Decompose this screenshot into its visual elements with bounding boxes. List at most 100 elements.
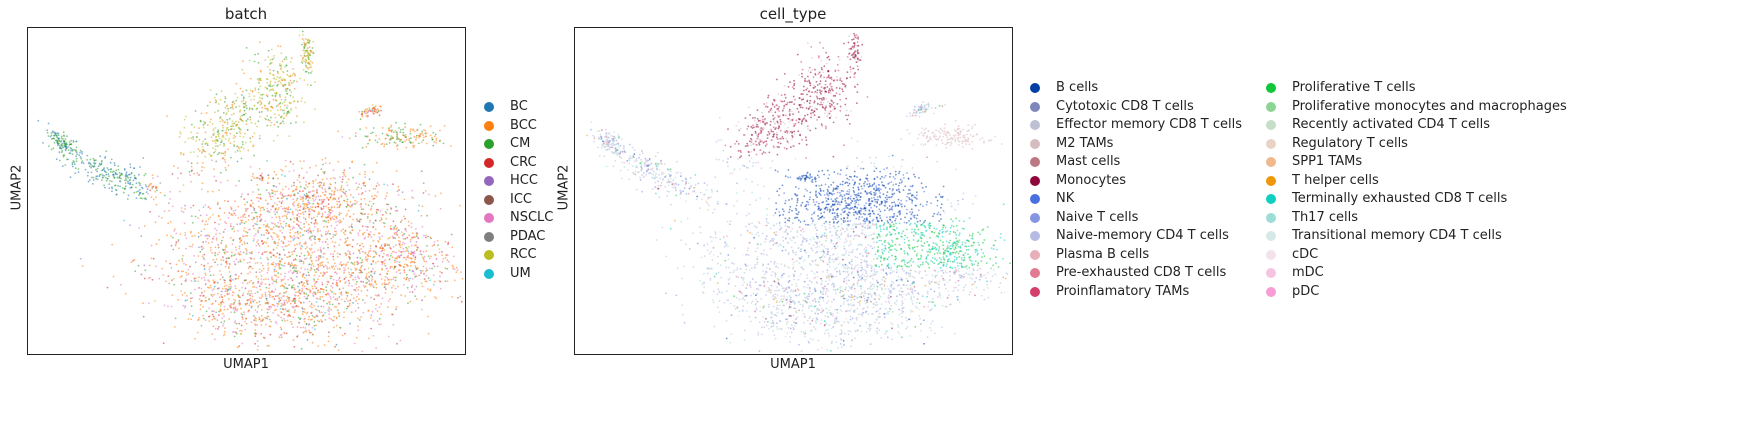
data-point — [819, 80, 822, 82]
data-point — [375, 185, 378, 187]
data-point — [410, 286, 413, 288]
data-point — [334, 293, 337, 296]
data-point — [224, 95, 227, 98]
data-point — [269, 80, 272, 83]
data-point — [170, 244, 173, 247]
data-point — [863, 297, 866, 300]
data-point — [235, 82, 238, 85]
data-point — [239, 241, 241, 244]
data-point — [221, 295, 223, 298]
data-point — [259, 178, 262, 181]
data-point — [268, 89, 271, 92]
data-point — [299, 247, 302, 250]
data-point — [254, 262, 257, 265]
data-point — [265, 87, 268, 89]
data-point — [404, 217, 406, 220]
data-point — [420, 214, 423, 217]
data-point — [365, 146, 368, 148]
data-point — [367, 255, 370, 258]
data-point — [321, 288, 324, 291]
data-point — [172, 248, 175, 251]
data-point — [308, 227, 311, 230]
data-point — [886, 167, 888, 169]
data-point — [175, 232, 178, 235]
data-point — [703, 281, 705, 284]
data-point — [387, 237, 390, 240]
data-point — [296, 243, 298, 246]
data-point — [871, 275, 874, 277]
data-point — [392, 284, 395, 287]
data-point — [345, 263, 348, 266]
data-point — [336, 224, 338, 227]
data-point — [865, 278, 867, 281]
data-point — [320, 234, 323, 237]
data-point — [279, 299, 282, 302]
data-point — [332, 198, 334, 201]
data-point — [268, 211, 271, 214]
data-point — [439, 271, 441, 273]
data-point — [311, 333, 314, 336]
data-point — [239, 296, 241, 299]
data-point — [818, 309, 820, 311]
data-point — [63, 144, 66, 146]
data-point — [144, 184, 147, 186]
data-point — [197, 318, 200, 321]
data-point — [374, 219, 377, 222]
data-point — [357, 275, 359, 277]
data-point — [748, 212, 750, 215]
data-point — [101, 169, 104, 171]
data-point — [305, 203, 308, 206]
data-point — [202, 124, 205, 126]
data-point — [326, 283, 329, 286]
data-point — [275, 216, 278, 219]
data-point — [261, 295, 264, 298]
data-point — [279, 191, 282, 194]
data-point — [253, 217, 256, 219]
data-point — [937, 236, 940, 239]
data-point — [313, 274, 316, 277]
data-point — [842, 280, 845, 282]
data-point — [245, 279, 247, 282]
data-point — [716, 202, 719, 205]
data-point — [389, 225, 392, 227]
data-point — [779, 118, 782, 121]
data-point — [446, 259, 449, 262]
data-point — [815, 263, 817, 266]
data-point — [888, 302, 891, 304]
data-point — [251, 175, 254, 178]
data-point — [282, 109, 284, 112]
data-point — [143, 225, 146, 228]
data-point — [225, 257, 228, 260]
data-point — [298, 243, 301, 246]
data-point — [139, 182, 141, 185]
data-point — [68, 141, 71, 143]
data-point — [314, 283, 316, 285]
data-point — [352, 176, 354, 179]
legend-marker — [484, 157, 494, 168]
data-point — [384, 288, 387, 290]
data-point — [329, 296, 332, 298]
data-point — [322, 265, 325, 268]
data-point — [227, 107, 229, 110]
data-point — [304, 327, 307, 329]
data-point — [203, 253, 206, 256]
data-point — [124, 182, 127, 184]
data-point — [409, 265, 412, 267]
data-point — [346, 213, 348, 216]
data-point — [256, 349, 259, 351]
data-point — [243, 113, 246, 116]
data-point — [420, 270, 422, 272]
data-point — [293, 80, 295, 82]
data-point — [321, 212, 324, 215]
data-point — [815, 246, 817, 249]
data-point — [377, 240, 379, 242]
data-point — [293, 204, 295, 207]
data-point — [246, 302, 249, 305]
data-point — [127, 176, 130, 179]
data-point — [90, 171, 93, 174]
data-point — [283, 332, 286, 335]
y-axis-label-cell-type: UMAP2 — [556, 164, 572, 211]
data-point — [129, 183, 132, 186]
data-point — [222, 323, 225, 325]
data-point — [800, 122, 803, 125]
